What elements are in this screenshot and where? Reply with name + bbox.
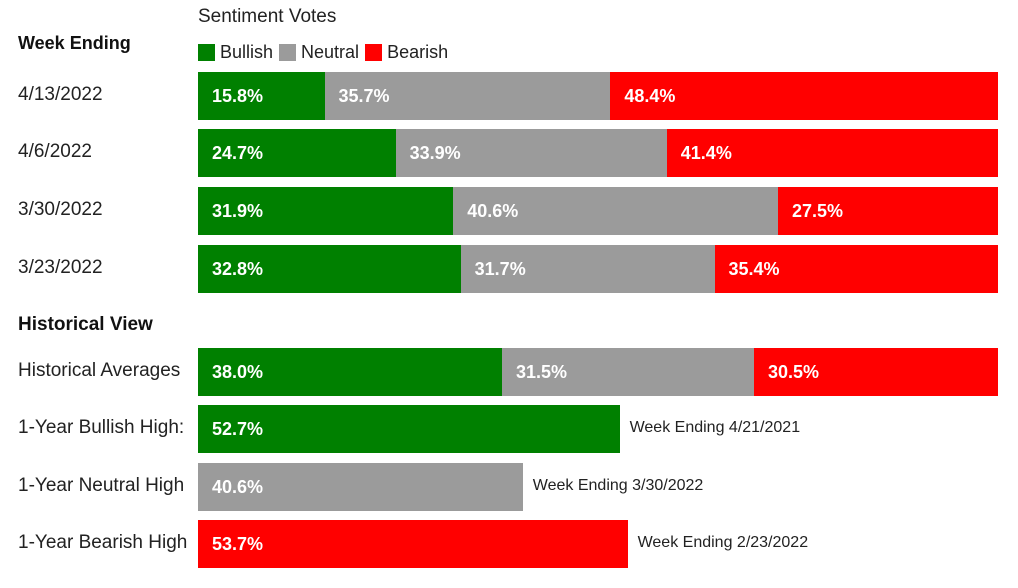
legend: Bullish Neutral Bearish xyxy=(198,42,454,63)
high-note-neutral: Week Ending 3/30/2022 xyxy=(532,477,704,494)
week-row-2-segment-bearish: 27.5% xyxy=(777,187,998,235)
week-row-2-segment-bullish: 31.9% xyxy=(198,187,454,235)
legend-swatch-bullish xyxy=(198,44,215,61)
high-bar-bearish: 53.7% xyxy=(198,520,628,568)
legend-label-bearish: Bearish xyxy=(387,42,449,62)
legend-item-neutral: Neutral xyxy=(279,42,359,63)
week-ending-header: Week Ending xyxy=(18,33,131,53)
high-label-bullish: 1-Year Bullish High: xyxy=(18,417,185,438)
legend-item-bullish: Bullish xyxy=(198,42,273,63)
high-bar-value-bearish: 53.7% xyxy=(198,520,628,568)
legend-swatch-bearish xyxy=(365,44,383,61)
high-bar-bullish: 52.7% xyxy=(198,405,620,453)
legend-label-bullish: Bullish xyxy=(220,42,274,62)
week-row-0-bar: 15.8% 35.7% 48.4% xyxy=(198,72,998,120)
week-row-2-segment-neutral: 40.6% xyxy=(453,187,778,235)
week-row-1-bar: 24.7% 33.9% 41.4% xyxy=(198,129,998,177)
week-label-3: 3/23/2022 xyxy=(18,257,103,278)
week-row-3-bar: 32.8% 31.7% 35.4% xyxy=(198,245,998,293)
week-row-1-segment-neutral: 33.9% xyxy=(395,129,667,177)
week-row-3-segment-neutral: 31.7% xyxy=(460,245,715,293)
legend-item-bearish: Bearish xyxy=(365,42,448,63)
high-label-bearish: 1-Year Bearish High xyxy=(18,532,188,553)
week-row-0-segment-neutral: 35.7% xyxy=(324,72,611,120)
week-row-1-segment-bullish: 24.7% xyxy=(198,129,396,177)
week-label-2: 3/30/2022 xyxy=(18,199,103,220)
high-bar-value-bullish: 52.7% xyxy=(198,405,620,453)
historical-averages-segment-bearish: 30.5% xyxy=(754,348,998,396)
high-note-bearish: Week Ending 2/23/2022 xyxy=(637,534,809,551)
historical-averages-label: Historical Averages xyxy=(18,360,181,381)
historical-averages-bar: 38.0% 31.5% 30.5% xyxy=(198,348,998,396)
week-row-3-segment-bearish: 35.4% xyxy=(714,245,998,293)
week-row-0-segment-bullish: 15.8% xyxy=(198,72,325,120)
week-row-1-segment-bearish: 41.4% xyxy=(666,129,998,177)
high-label-neutral: 1-Year Neutral High xyxy=(18,475,185,496)
chart-title: Sentiment Votes xyxy=(198,6,337,27)
high-bar-value-neutral: 40.6% xyxy=(198,463,523,511)
legend-swatch-neutral xyxy=(279,44,297,61)
week-row-2-bar: 31.9% 40.6% 27.5% xyxy=(198,187,998,235)
high-bar-neutral: 40.6% xyxy=(198,463,523,511)
week-row-3-segment-bullish: 32.8% xyxy=(198,245,461,293)
week-row-0-segment-bearish: 48.4% xyxy=(610,72,998,120)
historical-view-header: Historical View xyxy=(18,314,153,335)
legend-label-neutral: Neutral xyxy=(301,42,360,62)
week-label-1: 4/6/2022 xyxy=(18,141,92,162)
high-note-bullish: Week Ending 4/21/2021 xyxy=(629,419,801,436)
week-label-0: 4/13/2022 xyxy=(18,84,103,105)
historical-averages-segment-neutral: 31.5% xyxy=(502,348,754,396)
historical-averages-segment-bullish: 38.0% xyxy=(198,348,502,396)
